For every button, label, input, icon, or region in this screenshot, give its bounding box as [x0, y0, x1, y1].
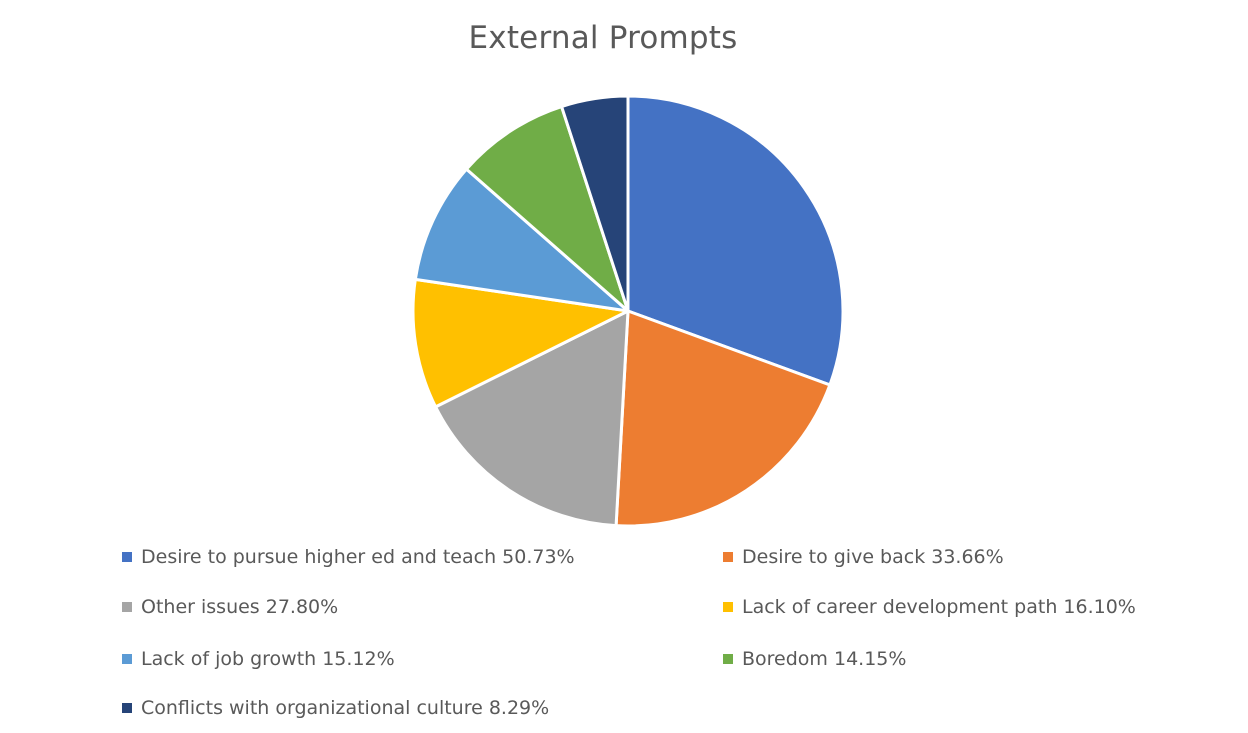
pie-slice — [614, 309, 832, 528]
pie-slice — [413, 167, 630, 313]
chart-title: External Prompts — [468, 20, 738, 56]
pie-slice — [434, 309, 630, 528]
pie-slice — [560, 94, 630, 313]
pie-slice — [411, 277, 630, 409]
pie-slice — [464, 105, 630, 313]
pie-slice — [626, 94, 845, 387]
